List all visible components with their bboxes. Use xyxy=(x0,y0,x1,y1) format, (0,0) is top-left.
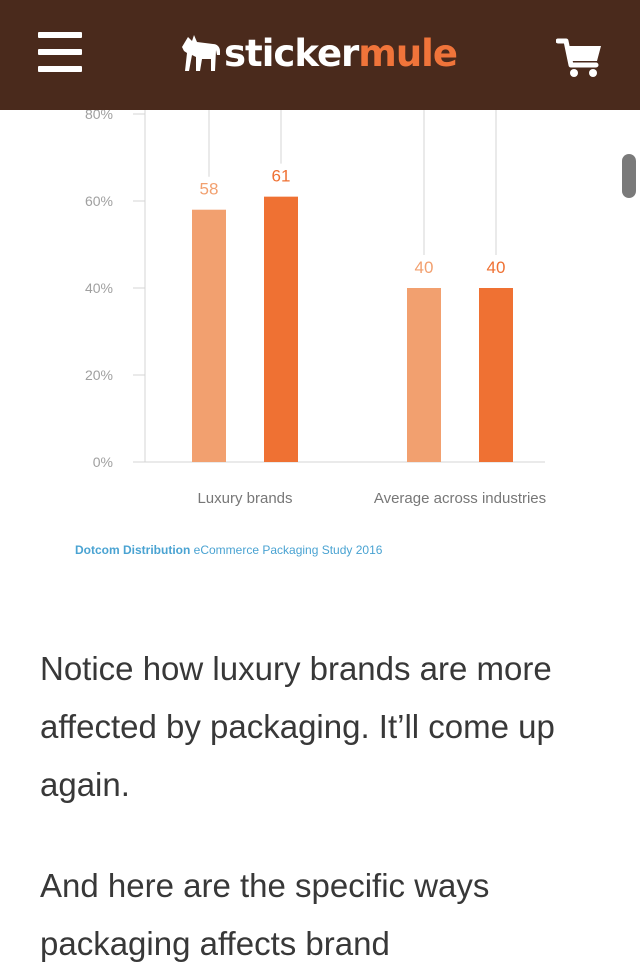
mule-icon xyxy=(182,35,220,71)
y-tick-label: 0% xyxy=(93,454,113,470)
bar xyxy=(192,209,226,462)
bar xyxy=(407,288,441,462)
logo-word-sticker: sticker xyxy=(224,31,359,75)
bar xyxy=(264,196,298,462)
x-category-label: Luxury brands xyxy=(197,490,292,507)
bar-value-label: 58 xyxy=(200,180,219,199)
logo-wordmark: stickermule xyxy=(224,31,458,75)
bar-value-label: 40 xyxy=(487,258,506,277)
y-tick-label: 80% xyxy=(85,106,113,122)
source-brand: Dotcom Distribution xyxy=(75,543,191,557)
site-header: stickermule xyxy=(0,0,640,110)
hamburger-menu-icon[interactable] xyxy=(38,32,82,72)
logo-word-mule: mule xyxy=(358,31,458,75)
bar-chart: 0% 20% 40% 60% 80% 58 61 Luxury brands 40 40 Avera… xyxy=(85,100,546,507)
y-tick-label: 20% xyxy=(85,367,113,383)
x-category-label: Average across industries xyxy=(374,490,546,507)
stickermule-logo[interactable]: stickermule xyxy=(180,28,458,78)
bar-value-label: 40 xyxy=(415,258,434,277)
source-text: eCommerce Packaging Study 2016 xyxy=(190,543,383,557)
article-paragraph: And here are the specific ways packaging… xyxy=(40,867,490,962)
scrollbar-thumb[interactable] xyxy=(622,154,636,198)
bar-value-label: 61 xyxy=(272,167,291,186)
article-paragraph: Notice how luxury brands are more affect… xyxy=(40,650,555,803)
y-tick-label: 60% xyxy=(85,193,113,209)
shopping-cart-icon[interactable] xyxy=(555,36,604,80)
bar xyxy=(479,288,513,462)
chart-source: Dotcom Distribution eCommerce Packaging … xyxy=(75,543,382,557)
y-tick-label: 40% xyxy=(85,280,113,296)
